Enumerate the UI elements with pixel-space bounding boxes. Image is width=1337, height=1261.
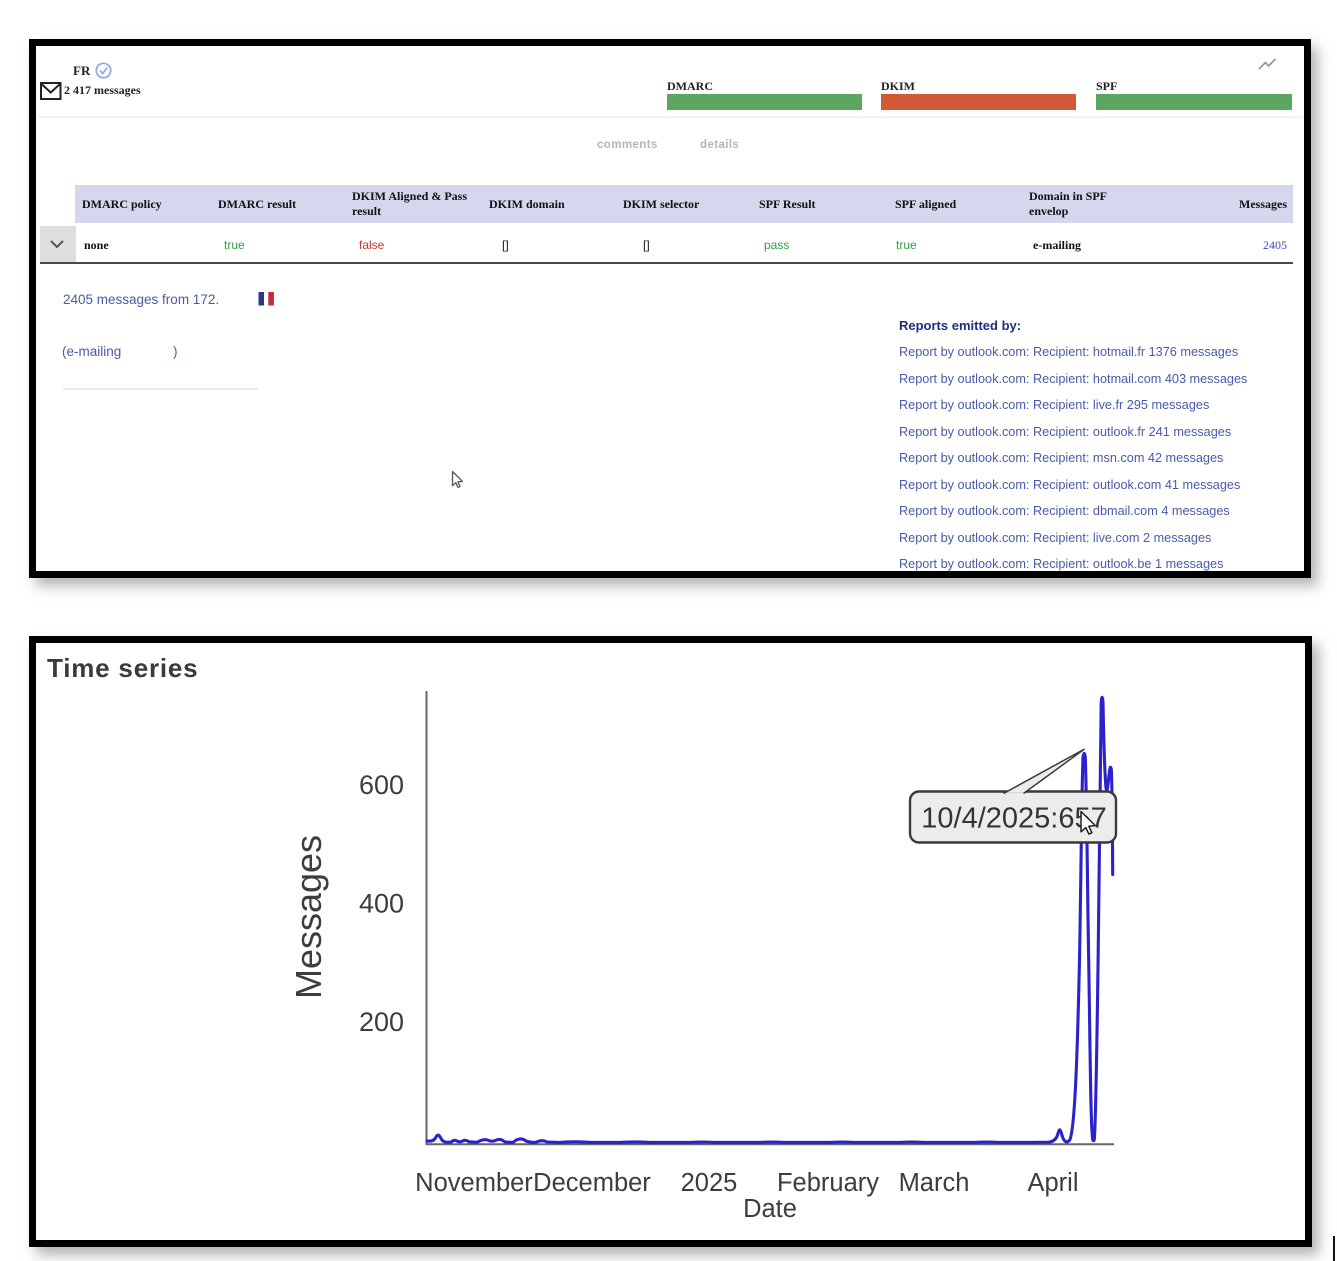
svg-text:November: November <box>415 1169 533 1197</box>
svg-text:10/4/2025:657: 10/4/2025:657 <box>921 803 1106 835</box>
svg-text:March: March <box>899 1169 970 1197</box>
svg-text:April: April <box>1027 1169 1078 1197</box>
svg-text:400: 400 <box>359 889 404 919</box>
svg-text:February: February <box>777 1169 879 1197</box>
svg-text:600: 600 <box>359 770 404 800</box>
svg-text:December: December <box>533 1169 651 1197</box>
svg-text:2025: 2025 <box>681 1169 738 1197</box>
svg-text:200: 200 <box>359 1007 404 1037</box>
svg-text:Messages: Messages <box>288 835 329 999</box>
svg-text:Date: Date <box>743 1195 797 1223</box>
